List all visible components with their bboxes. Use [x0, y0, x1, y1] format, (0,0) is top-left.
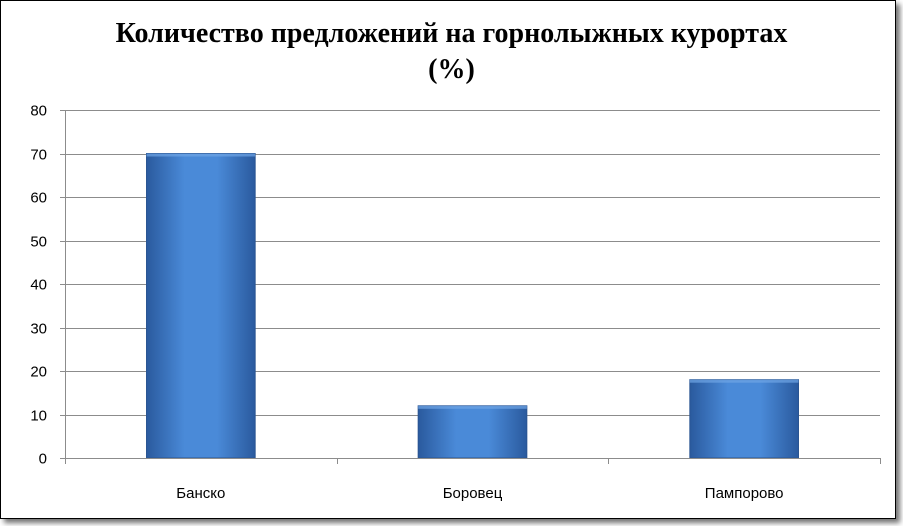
x-category-label: Банско — [176, 485, 225, 502]
chart-title-line-2: (%) — [428, 54, 475, 85]
bar — [689, 379, 799, 459]
x-category-label: Пампорово — [705, 485, 784, 502]
bar — [146, 153, 256, 459]
x-category-labels: Банско Боровец Пампорово — [176, 485, 783, 502]
bar-highlight — [689, 379, 799, 383]
y-tick-label: 40 — [30, 277, 47, 294]
y-tick-label: 70 — [30, 147, 47, 164]
bar-highlight — [146, 153, 256, 157]
y-tick-label: 80 — [30, 103, 47, 120]
y-tick-label: 0 — [39, 451, 47, 468]
chart-title: Количество предложений на горнолыжных ку… — [0, 16, 903, 88]
y-tick-label: 20 — [30, 364, 47, 381]
bar-highlight — [418, 405, 527, 409]
y-tick-label: 10 — [30, 408, 47, 425]
bars — [146, 153, 799, 459]
y-tick-label: 60 — [30, 190, 47, 207]
y-tick-labels: 0 10 20 30 40 50 60 70 80 — [30, 103, 47, 468]
bar — [417, 405, 528, 459]
y-tick-label: 50 — [30, 234, 47, 251]
y-tick-label: 30 — [30, 321, 47, 338]
chart-title-line-1: Количество предложений на горнолыжных ку… — [115, 18, 788, 49]
axes — [60, 110, 881, 464]
x-category-label: Боровец — [443, 485, 503, 502]
